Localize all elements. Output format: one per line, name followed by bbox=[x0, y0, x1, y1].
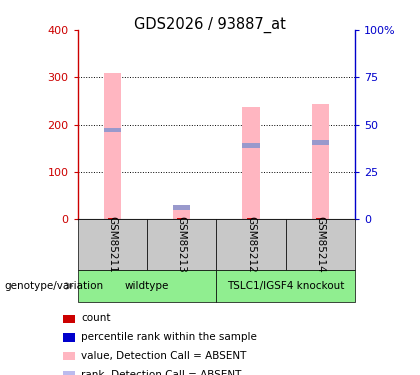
Bar bbox=[312, 140, 329, 145]
Text: GSM85214: GSM85214 bbox=[315, 216, 325, 273]
Bar bbox=[316, 218, 325, 219]
Text: rank, Detection Call = ABSENT: rank, Detection Call = ABSENT bbox=[81, 370, 241, 375]
Bar bbox=[177, 218, 186, 219]
Text: GSM85213: GSM85213 bbox=[177, 216, 186, 273]
Bar bbox=[247, 218, 255, 219]
Bar bbox=[173, 207, 190, 219]
Text: wildtype: wildtype bbox=[125, 281, 169, 291]
Text: GSM85212: GSM85212 bbox=[246, 216, 256, 273]
Text: TSLC1/IGSF4 knockout: TSLC1/IGSF4 knockout bbox=[227, 281, 344, 291]
Text: genotype/variation: genotype/variation bbox=[4, 281, 103, 291]
Bar bbox=[104, 73, 121, 219]
Bar bbox=[108, 218, 117, 219]
Text: GDS2026 / 93887_at: GDS2026 / 93887_at bbox=[134, 17, 286, 33]
Text: percentile rank within the sample: percentile rank within the sample bbox=[81, 332, 257, 342]
Text: value, Detection Call = ABSENT: value, Detection Call = ABSENT bbox=[81, 351, 247, 361]
Text: GSM85211: GSM85211 bbox=[108, 216, 117, 273]
Text: count: count bbox=[81, 314, 110, 323]
Bar bbox=[173, 205, 190, 210]
Bar bbox=[242, 142, 260, 148]
Bar bbox=[104, 128, 121, 132]
Bar bbox=[312, 104, 329, 219]
Bar bbox=[242, 107, 260, 219]
